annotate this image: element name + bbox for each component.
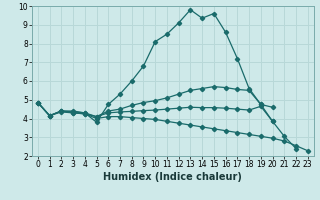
X-axis label: Humidex (Indice chaleur): Humidex (Indice chaleur): [103, 172, 242, 182]
